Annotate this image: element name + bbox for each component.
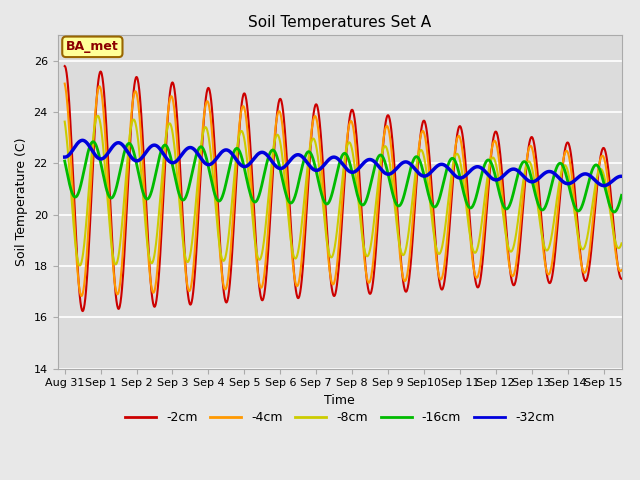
Text: BA_met: BA_met (66, 40, 119, 53)
X-axis label: Time: Time (324, 394, 355, 407)
Y-axis label: Soil Temperature (C): Soil Temperature (C) (15, 138, 28, 266)
Title: Soil Temperatures Set A: Soil Temperatures Set A (248, 15, 431, 30)
Legend: -2cm, -4cm, -8cm, -16cm, -32cm: -2cm, -4cm, -8cm, -16cm, -32cm (120, 406, 559, 429)
